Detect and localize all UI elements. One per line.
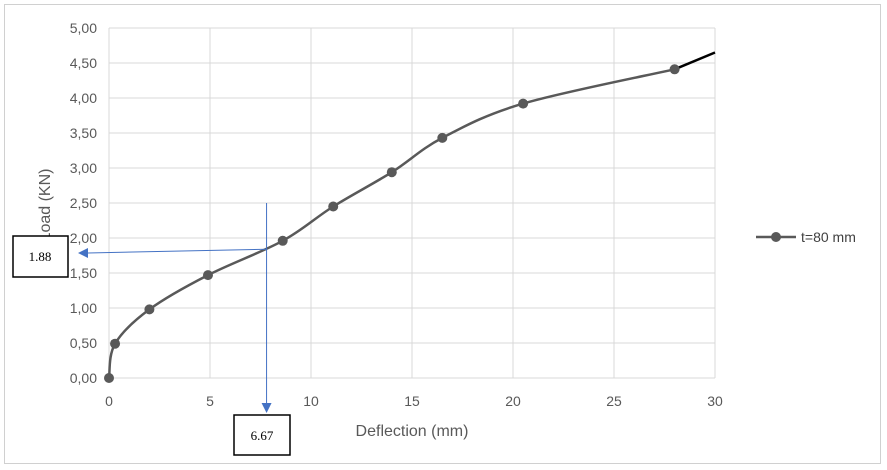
data-point	[202, 270, 213, 281]
y-tick-label: 4,00	[70, 90, 97, 106]
annotation-layer	[78, 203, 272, 413]
legend: t=80 mm	[756, 229, 856, 245]
data-point	[277, 235, 288, 246]
data-point	[669, 64, 680, 75]
x-tick-label: 15	[404, 393, 420, 409]
data-point	[518, 98, 529, 109]
y-tick-label: 0,00	[70, 370, 97, 386]
y-tick-label: 2,50	[70, 195, 97, 211]
chart-frame	[4, 4, 881, 464]
y-axis-title: Load (KN)	[37, 169, 54, 242]
x-tick-label: 30	[707, 393, 723, 409]
x-tick-label: 20	[505, 393, 521, 409]
data-point	[104, 373, 114, 383]
legend-label: t=80 mm	[801, 229, 856, 245]
y-tick-label: 1,50	[70, 265, 97, 281]
x-value-callout: 6.67	[233, 414, 291, 456]
y-tick-label: 3,00	[70, 160, 97, 176]
y-tick-labels: 0,00 0,50 1,00 1,50 2,00 2,50 3,00 3,50 4,00 4,50…	[70, 20, 97, 386]
data-point	[110, 338, 121, 349]
x-tick-label: 10	[303, 393, 319, 409]
series-trend-extension	[674, 51, 716, 71]
data-point	[328, 201, 339, 212]
data-point	[144, 304, 155, 315]
vertical-guide-arrowhead	[261, 403, 272, 413]
y-tick-label: 2,00	[70, 230, 97, 246]
y-value-text: 1.88	[29, 249, 52, 264]
data-point	[386, 167, 397, 178]
y-tick-label: 3,50	[70, 125, 97, 141]
y-tick-label: 1,00	[70, 300, 97, 316]
data-point	[437, 132, 448, 143]
x-value-box	[233, 414, 291, 456]
y-tick-label: 4,50	[70, 55, 97, 71]
y-tick-label: 5,00	[70, 20, 97, 36]
series-line	[107, 68, 675, 379]
y-value-box	[12, 235, 69, 278]
x-tick-label: 25	[606, 393, 622, 409]
x-tick-labels: 0 5 10 15 20 25 30	[105, 393, 723, 409]
y-tick-label: 0,50	[70, 335, 97, 351]
horizontal-guide-arrowhead	[78, 248, 88, 258]
x-tick-label: 0	[105, 393, 113, 409]
legend-marker-swatch	[771, 232, 781, 242]
horizontal-guide-line	[87, 248, 267, 254]
x-axis-title: Deflection (mm)	[356, 423, 469, 440]
gridlines	[108, 27, 716, 379]
y-value-callout: 1.88	[12, 235, 69, 278]
x-tick-label: 5	[206, 393, 214, 409]
series-layer	[104, 51, 716, 383]
x-value-text: 6.67	[251, 428, 274, 443]
